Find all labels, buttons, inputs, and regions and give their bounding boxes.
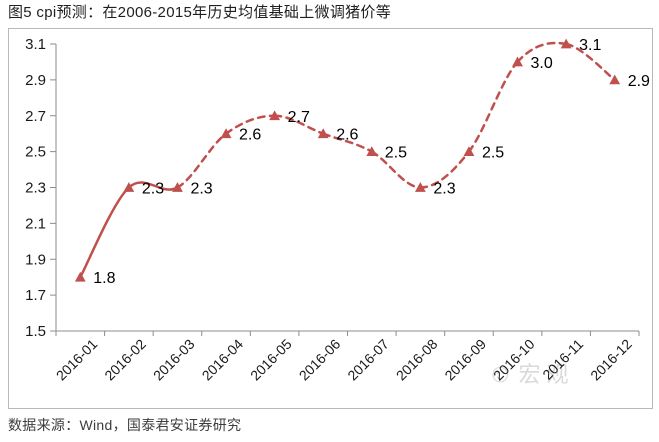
y-axis-label: 2.7	[25, 108, 46, 125]
data-point-marker	[414, 182, 426, 192]
data-point-label: 2.3	[190, 181, 212, 198]
chart-container: ☺ 宏观 1.5 1.7 1.9 2.1 2.3 2.5 2.7 2.9 3.1 2016-01 2…	[8, 28, 653, 409]
x-axis-label: 2016-08	[393, 336, 441, 384]
x-axis-label: 2016-11	[539, 336, 586, 383]
data-point-marker	[269, 110, 281, 121]
cpi-line-forecast-segment	[467, 60, 519, 153]
y-axis-label: 2.1	[25, 215, 46, 232]
data-point-marker	[366, 146, 378, 157]
y-axis-label: 2.9	[25, 72, 46, 89]
watermark-text: 宏观	[518, 362, 575, 387]
x-axis-label: 2016-09	[441, 336, 489, 384]
data-point-label: 2.6	[239, 127, 261, 144]
source-note: 数据来源：Wind，国泰君安证券研究	[8, 417, 242, 433]
y-axis-label: 2.5	[25, 144, 46, 161]
cpi-line-forecast-segment	[224, 114, 276, 135]
x-axis-label: 2016-10	[490, 336, 538, 384]
data-point-marker	[463, 146, 475, 157]
cpi-line-forecast-segment	[273, 114, 325, 135]
x-axis-label: 2016-05	[247, 336, 295, 384]
data-point-marker	[560, 38, 572, 49]
cpi-line-forecast-segment	[419, 150, 471, 189]
smiley-face-icon: ☺	[487, 358, 514, 388]
x-axis-label: 2016-06	[296, 336, 344, 384]
data-point-label: 2.7	[288, 109, 310, 126]
data-point-label: 1.8	[93, 270, 115, 287]
data-point-label: 2.5	[482, 145, 504, 162]
cpi-line-forecast-segment	[564, 42, 616, 82]
data-point-marker	[609, 74, 621, 85]
data-point-label: 2.6	[336, 127, 358, 144]
y-axis-label: 1.9	[25, 251, 46, 268]
data-point-marker	[317, 128, 329, 139]
data-point-label: 2.3	[142, 181, 164, 198]
y-axis-label: 2.3	[25, 180, 46, 197]
cpi-line-actual-segment	[127, 181, 179, 191]
data-point-marker	[172, 182, 183, 192]
x-axis-label: 2016-02	[101, 336, 149, 384]
data-point-label: 3.0	[531, 55, 553, 72]
data-point-marker	[123, 182, 135, 192]
figure-title: 图5 cpi预测：在2006-2015年历史均值基础上微调猪价等	[8, 4, 392, 21]
cpi-line-forecast-segment	[516, 41, 568, 64]
x-axis-label: 2016-07	[344, 336, 392, 384]
y-axis-label: 1.5	[25, 323, 46, 340]
data-point-marker	[74, 271, 86, 282]
x-axis-label: 2016-04	[199, 336, 247, 384]
watermark: ☺ 宏观	[487, 357, 575, 389]
data-point-label: 2.9	[628, 73, 650, 90]
data-point-label: 2.5	[385, 145, 407, 162]
x-axis-label: 2016-03	[150, 336, 198, 384]
x-axis-label: 2016-12	[587, 336, 635, 384]
cpi-line-forecast-segment	[176, 132, 228, 189]
y-axis-label: 3.1	[25, 36, 46, 53]
cpi-line-actual-segment	[79, 186, 131, 279]
data-point-label: 2.3	[433, 181, 455, 198]
data-point-marker	[512, 56, 523, 67]
y-axis-label: 1.7	[25, 287, 46, 304]
data-point-marker	[220, 128, 232, 139]
data-point-label: 3.1	[579, 37, 601, 54]
x-axis-label: 2016-01	[53, 336, 101, 384]
cpi-line-forecast-segment	[321, 132, 374, 153]
